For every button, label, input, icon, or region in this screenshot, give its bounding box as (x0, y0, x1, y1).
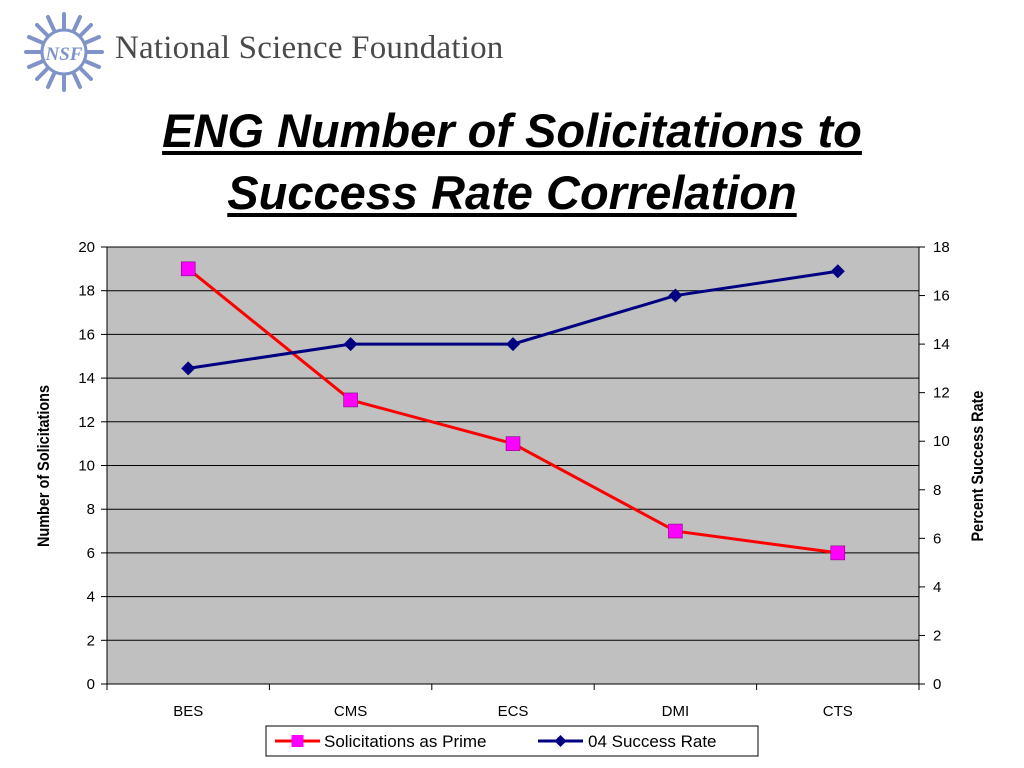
data-point (343, 337, 358, 352)
data-point (181, 361, 196, 376)
y-tick-label: 18 (78, 283, 95, 300)
y2-tick-label: 4 (933, 579, 941, 596)
data-point (830, 545, 846, 561)
y-tick-label: 10 (78, 458, 95, 475)
y2-tick-label: 10 (933, 433, 950, 450)
y-tick-label: 16 (78, 326, 95, 343)
y2-tick-label: 8 (933, 482, 941, 499)
legend-label: Solicitations as Prime (324, 732, 487, 751)
y-tick-label: 0 (87, 676, 95, 693)
legend-swatch-marker (291, 735, 304, 747)
header: NSF National Science Foundation (18, 10, 638, 92)
y2-tick-label: 16 (933, 288, 950, 305)
legend-swatch-marker (554, 735, 567, 747)
title-line-1: ENG Number of Solicitations to (162, 104, 862, 157)
y2-tick-label: 14 (933, 336, 950, 353)
y2-tick-label: 0 (933, 676, 941, 693)
org-name: National Science Foundation (115, 30, 504, 66)
x-tick-label: CTS (823, 703, 853, 720)
series-group (180, 261, 846, 561)
x-tick-label: CMS (334, 703, 367, 720)
legend: Solicitations as Prime 04 Success Rate (265, 725, 759, 757)
y-tick-label: 6 (87, 545, 95, 562)
data-point (343, 392, 358, 408)
y-tick-label: 8 (87, 501, 95, 518)
y-tick-label: 2 (87, 632, 95, 649)
y2-axis-title: Percent Success Rate (969, 390, 987, 541)
y-tick-label: 12 (78, 414, 95, 431)
gridlines (107, 246, 919, 641)
title-line-2: Success Rate Correlation (227, 166, 797, 219)
x-tick-label: BES (173, 703, 203, 720)
data-point (668, 288, 683, 303)
logo-text: NSF (45, 44, 83, 65)
y2-tick-label: 2 (933, 627, 941, 644)
y-axis-title: Number of Solicitations (35, 385, 53, 547)
y2-tick-label: 6 (933, 530, 941, 547)
nsf-logo: NSF (24, 12, 104, 92)
page-title: ENG Number of Solicitations to Success R… (0, 100, 1024, 224)
right-axis-ticks: 0 2 4 6 8 10 12 14 16 18 (919, 239, 950, 693)
data-point (180, 261, 196, 277)
data-point (668, 523, 683, 539)
y-tick-label: 4 (87, 589, 95, 606)
legend-box (265, 725, 759, 757)
data-point (830, 264, 845, 279)
x-axis-ticks: BES CMS ECS DMI CTS (106, 684, 920, 720)
y-tick-label: 14 (78, 370, 95, 387)
y2-tick-label: 18 (933, 239, 950, 256)
data-point (505, 436, 521, 451)
y2-tick-label: 12 (933, 385, 950, 402)
legend-label: 04 Success Rate (588, 732, 717, 751)
left-axis-ticks: 0 2 4 6 8 10 12 14 16 18 20 (78, 239, 107, 693)
data-point (506, 337, 520, 352)
y-tick-label: 20 (78, 239, 95, 256)
x-tick-label: ECS (498, 703, 529, 720)
x-tick-label: DMI (662, 703, 690, 720)
